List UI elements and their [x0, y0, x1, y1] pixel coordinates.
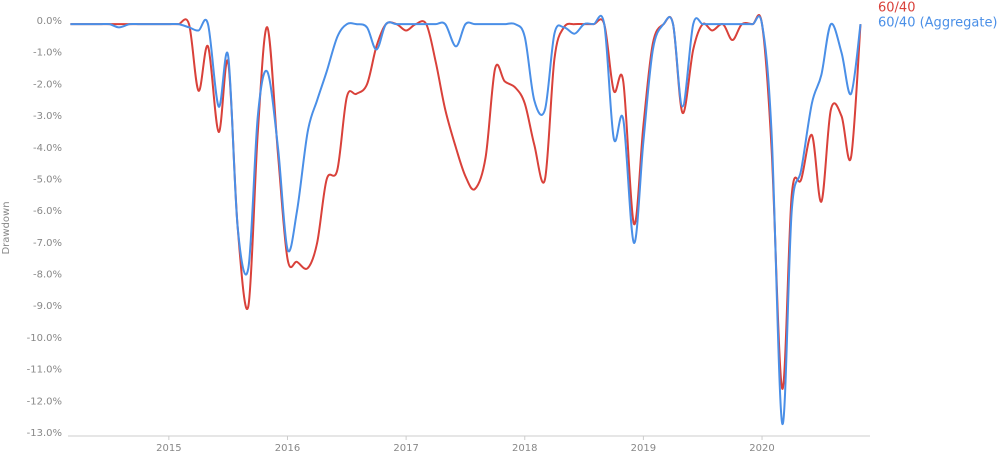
legend-label: 60/40	[878, 1, 915, 16]
x-tick-label: 2020	[749, 443, 774, 454]
y-tick-label: -9.0%	[33, 301, 62, 312]
y-tick-label: -1.0%	[33, 48, 62, 59]
y-tick-label: -7.0%	[33, 238, 62, 249]
y-tick-label: 0.0%	[37, 16, 62, 27]
x-tick-label: 2017	[393, 443, 418, 454]
legend-label: 60/40 (Aggregate)	[878, 16, 998, 31]
y-tick-label: -6.0%	[33, 206, 62, 217]
y-tick-label: -3.0%	[33, 111, 62, 122]
y-tick-label: -10.0%	[27, 333, 62, 344]
y-tick-label: -13.0%	[27, 428, 62, 439]
y-tick-label: -12.0%	[27, 396, 62, 407]
y-tick-label: -4.0%	[33, 143, 62, 154]
x-tick-label: 2016	[275, 443, 300, 454]
y-tick-label: -2.0%	[33, 79, 62, 90]
x-tick-label: 2019	[631, 443, 656, 454]
x-tick-label: 2018	[512, 443, 537, 454]
y-tick-label: -11.0%	[27, 365, 62, 376]
y-tick-label: -8.0%	[33, 270, 62, 281]
x-tick-label: 2015	[156, 443, 181, 454]
line-series	[70, 14, 862, 390]
y-axis-label: Drawdown	[1, 201, 12, 254]
line-series	[70, 14, 862, 425]
y-tick-label: -5.0%	[33, 174, 62, 185]
